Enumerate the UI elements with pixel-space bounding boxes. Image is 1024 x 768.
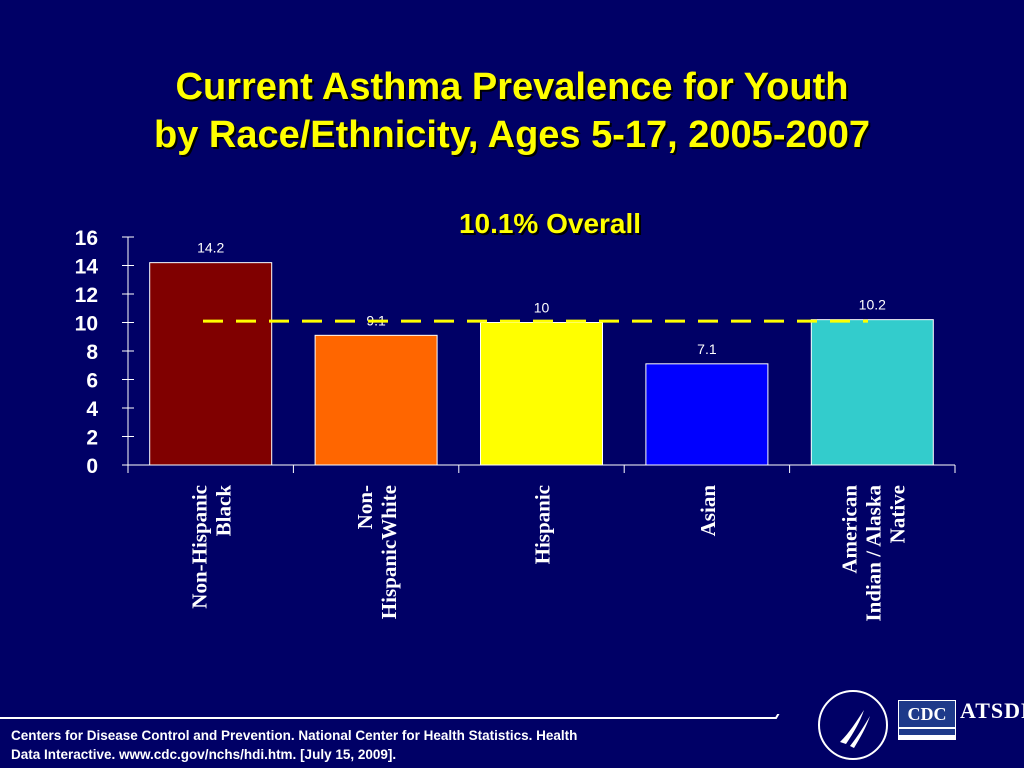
y-tick-label-4: 8 [86, 341, 98, 364]
category-label-1: Non- HispanicWhite [353, 485, 401, 619]
bar-value-label-3: 7.1 [697, 341, 717, 357]
bar-4 [810, 319, 934, 466]
category-label-0: Non-Hispanic Black [188, 485, 236, 609]
source-citation-line-1: Centers for Disease Control and Preventi… [11, 728, 578, 743]
source-citation-line-2: Data Interactive. www.cdc.gov/nchs/hdi.h… [11, 747, 397, 762]
y-tick-label-2: 4 [86, 398, 98, 421]
cdc-logo: CDC [898, 700, 956, 740]
category-label-1-line-1: HispanicWhite [377, 485, 401, 619]
footer-divider [0, 714, 780, 719]
y-tick-label-7: 14 [75, 256, 99, 279]
category-label-1-line-0: Non- [353, 485, 377, 529]
category-label-0-line-0: Non-Hispanic [188, 485, 212, 609]
y-tick-label-0: 0 [86, 455, 98, 478]
bar-1 [314, 334, 438, 466]
y-tick-label-1: 2 [86, 427, 98, 450]
bar-value-label-0: 14.2 [197, 240, 224, 256]
category-label-2-line-0: Hispanic [531, 485, 555, 564]
hhs-seal-icon [818, 690, 888, 760]
y-tick-label-5: 10 [75, 313, 98, 336]
chart-title-line-2: by Race/Ethnicity, Ages 5-17, 2005-2007 [153, 114, 871, 156]
bar-value-label-2: 10 [534, 300, 550, 316]
category-label-2: Hispanic [531, 485, 555, 564]
bar-2 [480, 322, 603, 466]
atsdr-logo: ATSDR [960, 698, 1024, 723]
y-tick-label-8: 16 [75, 227, 98, 250]
chart-title-line-1: Current Asthma Prevalence for Youth [175, 66, 849, 108]
category-label-4-line-0: American [837, 485, 861, 574]
category-label-0-line-1: Black [212, 485, 236, 537]
y-tick-label-3: 6 [86, 370, 98, 393]
bar-0 [149, 262, 273, 466]
overall-label: 10.1% Overall [458, 208, 642, 239]
category-label-4-line-1: Indian / Alaska [861, 485, 885, 622]
category-label-4: American Indian / Alaska Native [837, 485, 909, 622]
category-label-4-line-2: Native [885, 485, 909, 543]
bar-chart: 024681012141614.2Non-HispanicBlack9.1Non… [75, 227, 956, 622]
source-citation: Centers for Disease Control and Preventi… [11, 726, 751, 764]
logos: CDC ATSDR [818, 690, 1024, 760]
bar-3 [645, 363, 769, 466]
bar-value-label-4: 10.2 [859, 297, 886, 313]
category-label-3: Asian [696, 485, 720, 537]
category-label-3-line-0: Asian [696, 485, 720, 537]
y-tick-label-6: 12 [75, 284, 98, 307]
